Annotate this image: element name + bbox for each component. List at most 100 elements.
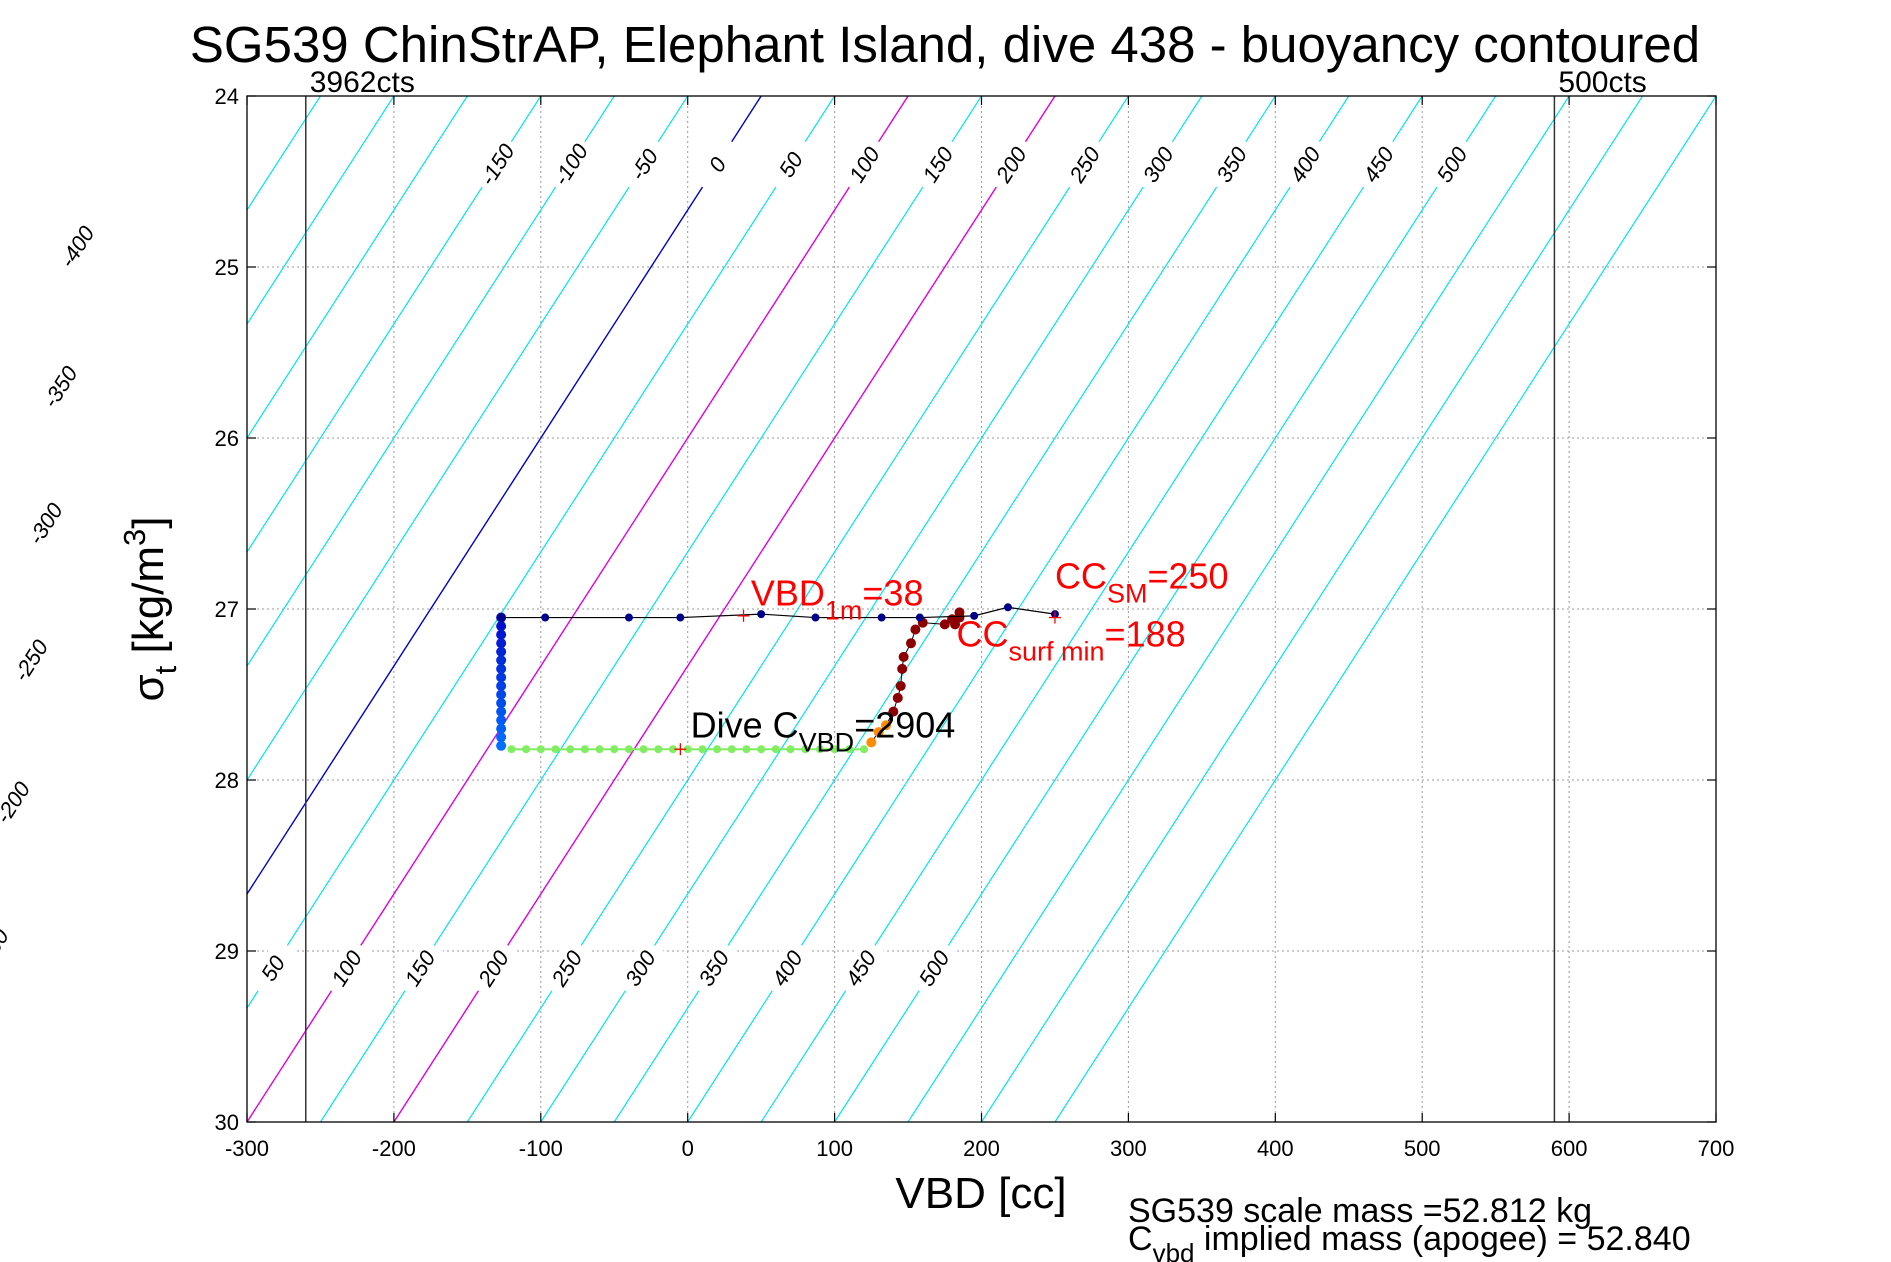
transit-point	[698, 745, 707, 754]
contour-label-bg	[19, 493, 71, 554]
climb-point	[888, 706, 899, 717]
descent-point	[496, 655, 507, 666]
contour-label-bg	[540, 938, 593, 998]
y-tick-label: 30	[215, 1110, 239, 1135]
contour-line	[247, 96, 615, 668]
climb-point	[873, 727, 884, 738]
climb-point	[905, 638, 916, 649]
contour-label-bg	[834, 938, 886, 998]
surface-point	[970, 611, 979, 620]
y-tick-label: 24	[215, 84, 239, 109]
contour-label-bg	[394, 938, 446, 998]
x-tick-label: 500	[1404, 1136, 1441, 1161]
contour-label-bg	[247, 938, 299, 998]
x-axis-label: VBD [cc]	[895, 1169, 1066, 1218]
limit-line-label: 500cts	[1558, 66, 1646, 99]
descent-point	[496, 740, 507, 751]
x-tick-label: -200	[372, 1136, 416, 1161]
y-axis-label: σt [kg/m3]	[117, 516, 183, 701]
climb-point	[881, 720, 892, 731]
contour-label-bg	[320, 938, 372, 998]
contour-label-bg	[911, 134, 963, 195]
transit-point	[727, 745, 736, 754]
contour-label-bg	[1352, 134, 1404, 195]
surface-point	[811, 613, 820, 622]
transit-point	[713, 745, 722, 754]
contour-label-bg	[1426, 134, 1478, 195]
transit-point	[624, 745, 633, 754]
descent-point	[496, 689, 507, 700]
plus-markers	[674, 609, 1061, 756]
contour-label-bg	[838, 134, 890, 195]
transit-point	[610, 745, 619, 754]
transit-point	[845, 745, 854, 754]
annotation-label: VBD1m=38	[751, 573, 924, 626]
descent-point	[496, 629, 507, 640]
contour-label-bg	[618, 134, 670, 195]
descent-point	[496, 672, 507, 683]
contour-line	[980, 96, 1644, 1122]
transit-point	[654, 745, 663, 754]
x-tick-label: 400	[1257, 1136, 1294, 1161]
surface-point	[676, 613, 685, 622]
transit-point	[522, 745, 531, 754]
transit-point	[815, 745, 824, 754]
y-tick-label: 27	[215, 597, 239, 622]
contour-label-bg	[908, 938, 960, 998]
transit-point	[566, 745, 575, 754]
descent-point	[496, 706, 507, 717]
x-tick-label: 300	[1110, 1136, 1147, 1161]
descent-point	[496, 646, 507, 657]
climb-point	[898, 651, 909, 662]
transit-point	[669, 745, 678, 754]
x-tick-label: 200	[963, 1136, 1000, 1161]
y-tick-label: 28	[215, 768, 239, 793]
contour-line	[247, 96, 542, 554]
x-tick-label: 0	[682, 1136, 694, 1161]
contour-label-bg	[51, 216, 103, 277]
surface-point	[497, 613, 506, 622]
contour-label-bg	[1132, 134, 1184, 195]
x-tick-label: 700	[1698, 1136, 1735, 1161]
descent-point	[496, 638, 507, 649]
descent-point	[496, 680, 507, 691]
descent-point	[496, 723, 507, 734]
x-tick-label: -300	[225, 1136, 269, 1161]
grid-lines	[246, 95, 1717, 1123]
annotation-label: CCsurf min=188	[957, 614, 1186, 667]
transit-point	[771, 745, 780, 754]
transit-point	[595, 745, 604, 754]
transit-point	[639, 745, 648, 754]
transit-point	[830, 745, 839, 754]
x-tick-label: 100	[816, 1136, 853, 1161]
implied-mass-note: Cvbd implied mass (apogee) = 52.840	[1128, 1220, 1691, 1262]
surface-point	[1003, 603, 1012, 612]
y-tick-label: 26	[215, 426, 239, 451]
chart-title: SG539 ChinStrAP, Elephant Island, dive 4…	[190, 16, 1700, 73]
contour-label-bg	[471, 134, 523, 195]
surface-point	[757, 610, 766, 619]
y-tick-label: 25	[215, 255, 239, 280]
climb-point	[910, 624, 921, 635]
climb-point	[866, 737, 877, 748]
y-tick-label: 29	[215, 939, 239, 964]
descent-point	[496, 663, 507, 674]
transit-point	[757, 745, 766, 754]
contour-line	[247, 96, 762, 896]
axis-ticks: -300 -200 -100 0 100 200 300 400 500 600 700 24 25 26…	[215, 84, 1735, 1161]
annotation-label: Dive CVBD=2904	[691, 704, 956, 757]
transit-point	[683, 745, 692, 754]
contour-label-bg	[614, 938, 666, 998]
transit-point	[507, 745, 516, 754]
contour-line	[907, 96, 1570, 1122]
descent-point	[496, 732, 507, 743]
limit-lines: 3962cts 500cts	[305, 66, 1647, 1122]
contour-label-bg	[0, 919, 17, 980]
x-tick-label: -100	[519, 1136, 563, 1161]
contour-label-bg	[1058, 134, 1110, 195]
data-series	[496, 603, 1059, 754]
transit-point	[786, 745, 795, 754]
contour-label-bg	[764, 134, 817, 195]
